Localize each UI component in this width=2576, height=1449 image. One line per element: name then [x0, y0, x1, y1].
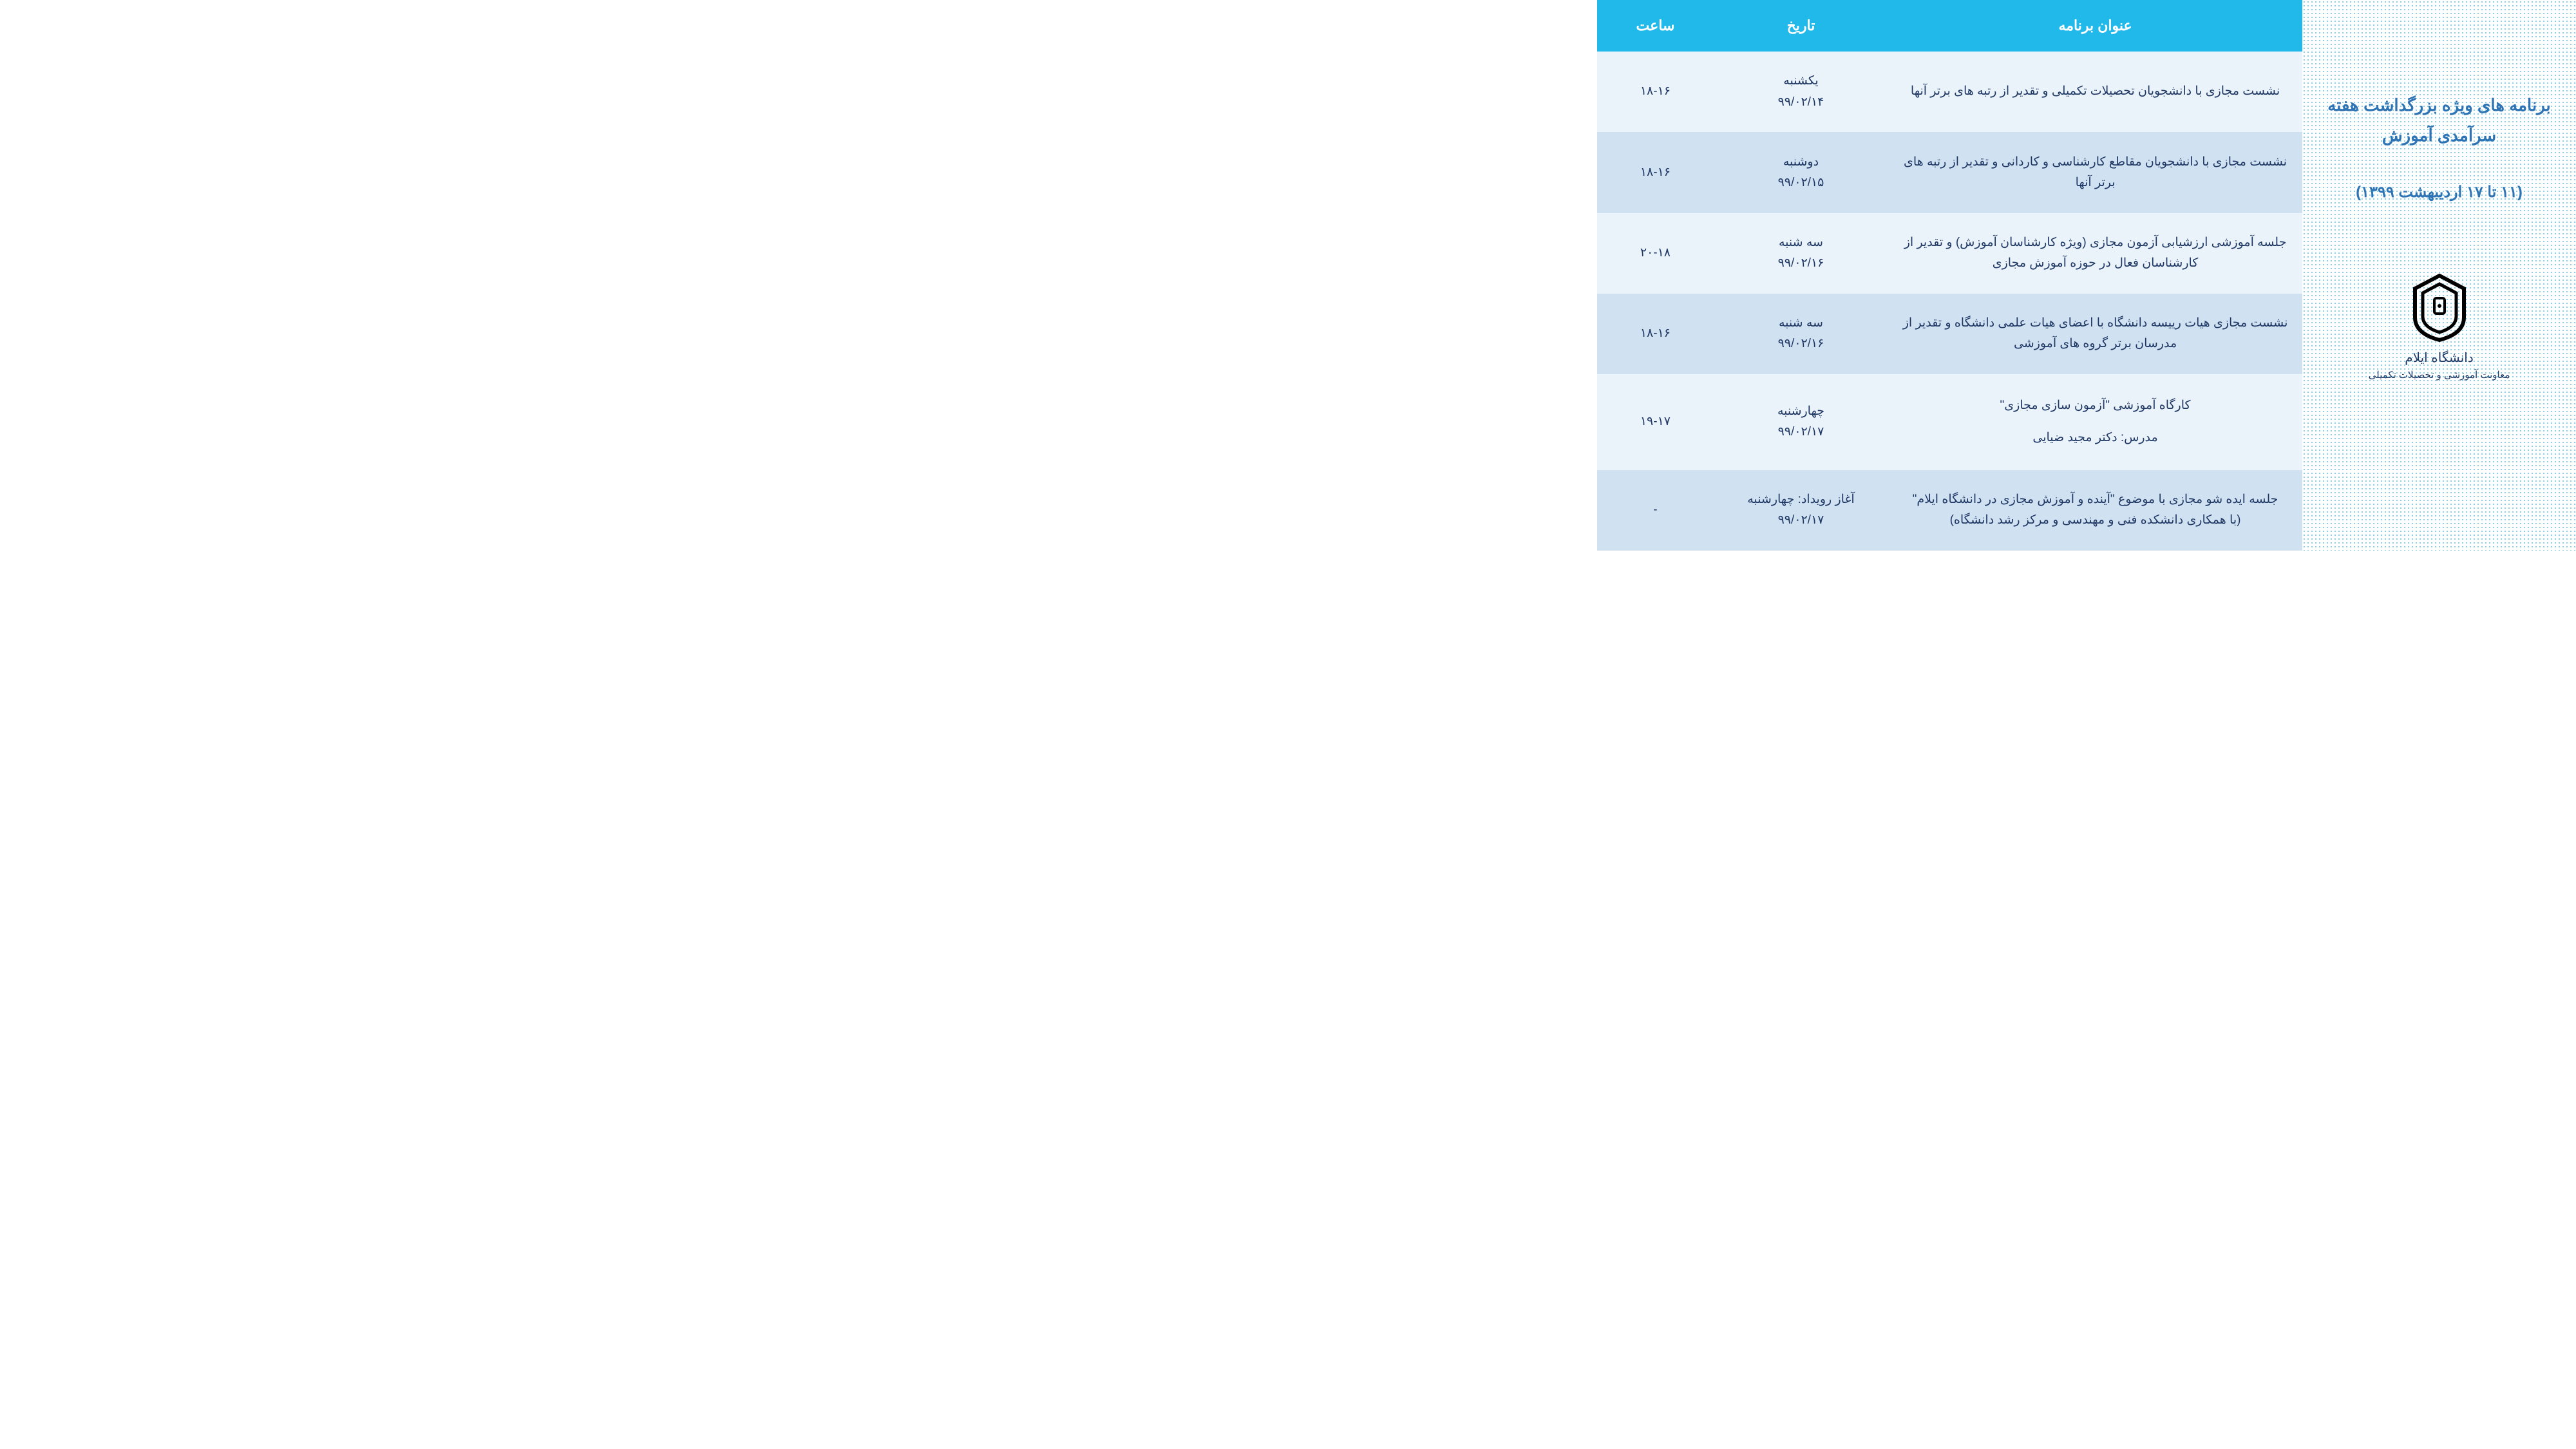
title-main: جلسه ایده شو مجازی با موضوع "آینده و آمو… — [1901, 489, 2289, 510]
date-day: یکشنبه — [1727, 71, 1875, 91]
university-name: دانشگاه ایلام — [2405, 350, 2473, 366]
cell-date: سه شنبه ۹۹/۰۲/۱۶ — [1714, 213, 1888, 294]
date-day: دوشنبه — [1727, 152, 1875, 173]
schedule-table: عنوان برنامه تاریخ ساعت نشست مجازی با دا… — [1597, 0, 2302, 551]
cell-title: نشست مجازی هیات رییسه دانشگاه با اعضای ه… — [1888, 294, 2302, 374]
header-date: تاریخ — [1714, 0, 1888, 52]
cell-title: جلسه آموزشی ارزشیابی آزمون مجازی (ویژه ک… — [1888, 213, 2302, 294]
department-name: معاونت آموزشی و تحصیلات تکمیلی — [2369, 369, 2510, 381]
title-sub: مدرس: دکتر مجید ضیایی — [1901, 428, 2289, 448]
cell-time: ۱۸-۱۶ — [1597, 294, 1714, 374]
table-row: جلسه ایده شو مجازی با موضوع "آینده و آمو… — [1597, 470, 2302, 551]
main-container: برنامه های ویژه بزرگداشت هفته سرآمدی آمو… — [1597, 0, 2576, 551]
date-num: ۹۹/۰۲/۱۵ — [1727, 173, 1875, 193]
cell-time: ۱۸-۱۶ — [1597, 52, 1714, 132]
table-row: نشست مجازی با دانشجویان مقاطع کارشناسی و… — [1597, 132, 2302, 213]
cell-date: چهارشنبه ۹۹/۰۲/۱۷ — [1714, 374, 1888, 470]
date-day: سه شنبه — [1727, 313, 1875, 334]
sidebar-title-line1: برنامه های ویژه بزرگداشت هفته — [2327, 95, 2551, 115]
date-num: ۹۹/۰۲/۱۴ — [1727, 92, 1875, 113]
header-title: عنوان برنامه — [1888, 0, 2302, 52]
cell-date: سه شنبه ۹۹/۰۲/۱۶ — [1714, 294, 1888, 374]
title-note: (با همکاری دانشکده فنی و مهندسی و مرکز ر… — [1901, 510, 2289, 531]
date-num: ۹۹/۰۲/۱۷ — [1727, 510, 1875, 531]
cell-date: دوشنبه ۹۹/۰۲/۱۵ — [1714, 132, 1888, 213]
header-time: ساعت — [1597, 0, 1714, 52]
table-row: جلسه آموزشی ارزشیابی آزمون مجازی (ویژه ک… — [1597, 213, 2302, 294]
cell-time: ۱۸-۱۶ — [1597, 132, 1714, 213]
date-num: ۹۹/۰۲/۱۶ — [1727, 253, 1875, 274]
date-num: ۹۹/۰۲/۱۶ — [1727, 334, 1875, 354]
cell-title: کارگاه آموزشی "آزمون سازی مجازی" مدرس: د… — [1888, 374, 2302, 470]
table-row: کارگاه آموزشی "آزمون سازی مجازی" مدرس: د… — [1597, 374, 2302, 470]
cell-date: آغاز رویداد: چهارشنبه ۹۹/۰۲/۱۷ — [1714, 470, 1888, 551]
cell-title: جلسه ایده شو مجازی با موضوع "آینده و آمو… — [1888, 470, 2302, 551]
cell-title: نشست مجازی با دانشجویان مقاطع کارشناسی و… — [1888, 132, 2302, 213]
date-day: چهارشنبه — [1727, 401, 1875, 422]
table-row: نشست مجازی هیات رییسه دانشگاه با اعضای ه… — [1597, 294, 2302, 374]
title-main: کارگاه آموزشی "آزمون سازی مجازی" — [1901, 395, 2289, 416]
table-row: نشست مجازی با دانشجویان تحصیلات تکمیلی و… — [1597, 52, 2302, 132]
cell-date: یکشنبه ۹۹/۰۲/۱۴ — [1714, 52, 1888, 132]
date-num: ۹۹/۰۲/۱۷ — [1727, 422, 1875, 442]
sidebar-subtitle: (۱۱ تا ۱۷ اردیبهشت ۱۳۹۹) — [2356, 183, 2523, 202]
cell-time: ۱۹-۱۷ — [1597, 374, 1714, 470]
logo-area: دانشگاه ایلام معاونت آموزشی و تحصیلات تک… — [2369, 272, 2510, 381]
sidebar-title: برنامه های ویژه بزرگداشت هفته سرآمدی آمو… — [2327, 90, 2551, 151]
cell-time: - — [1597, 470, 1714, 551]
cell-title: نشست مجازی با دانشجویان تحصیلات تکمیلی و… — [1888, 52, 2302, 132]
date-day: سه شنبه — [1727, 232, 1875, 253]
table-header-row: عنوان برنامه تاریخ ساعت — [1597, 0, 2302, 52]
university-logo-icon — [2407, 272, 2472, 343]
schedule-table-area: عنوان برنامه تاریخ ساعت نشست مجازی با دا… — [1597, 0, 2302, 551]
sidebar: برنامه های ویژه بزرگداشت هفته سرآمدی آمو… — [2302, 0, 2576, 551]
date-day: آغاز رویداد: چهارشنبه — [1727, 489, 1875, 510]
sidebar-title-line2: سرآمدی آموزش — [2382, 126, 2496, 145]
cell-time: ۲۰-۱۸ — [1597, 213, 1714, 294]
